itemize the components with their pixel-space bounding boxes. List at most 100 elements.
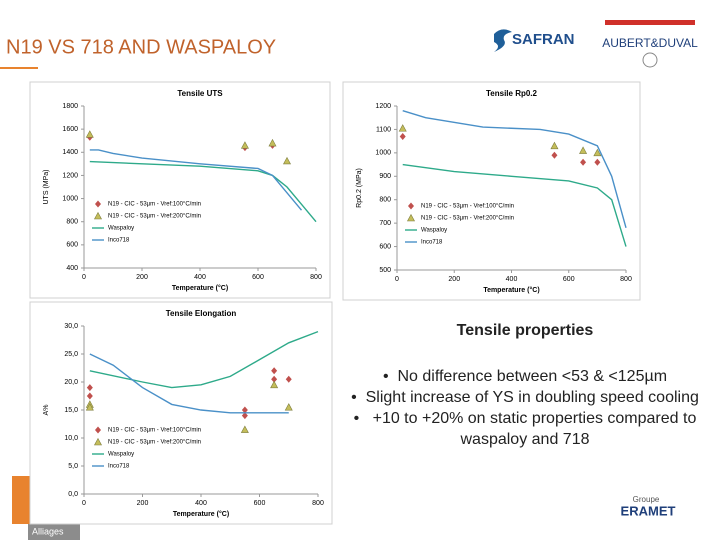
x-tick-label: 600 — [563, 276, 575, 283]
y-tick-label: 20,0 — [64, 379, 78, 386]
panel-heading: Tensile properties — [456, 322, 594, 339]
ad-emblem — [642, 52, 658, 68]
data-point — [551, 151, 558, 159]
y-tick-label: 1600 — [62, 126, 78, 133]
x-tick-label: 200 — [136, 274, 148, 281]
data-point — [282, 156, 292, 165]
data-point — [85, 130, 94, 138]
data-point — [86, 384, 93, 392]
sub-bullet: • +10 to +20% on static properties compa… — [353, 410, 697, 448]
data-point — [240, 141, 249, 149]
legend-swatch — [406, 213, 416, 222]
series-line — [89, 353, 289, 414]
legend-label: N19 - CIC - 53µm - Vref:100°C/min — [108, 202, 201, 208]
data-point — [268, 138, 277, 147]
safran-icon — [494, 29, 512, 52]
x-axis-label: Temperature (°C) — [483, 286, 539, 294]
y-tick-label: 1100 — [376, 126, 391, 133]
data-point — [399, 132, 406, 140]
legend-swatch — [95, 200, 101, 208]
x-tick-label: 400 — [195, 500, 207, 507]
series-line — [402, 110, 627, 229]
chart-frame — [342, 81, 641, 301]
legend-swatch — [93, 437, 103, 446]
x-axis-label: Temperature (°C) — [173, 510, 229, 518]
data-point — [270, 380, 279, 389]
legend — [401, 200, 549, 250]
chart-title: Tensile Elongation — [166, 309, 237, 318]
eramet-logo: ERAMET — [621, 503, 676, 518]
legend-label: Waspaloy — [108, 452, 134, 458]
data-point — [271, 375, 278, 383]
series-line — [89, 330, 319, 389]
data-point — [241, 412, 248, 420]
chart-title: Tensile UTS — [177, 89, 223, 98]
legend — [88, 198, 236, 248]
legend-swatch — [95, 426, 101, 434]
footer-label: Alliages — [32, 526, 64, 536]
safran-logo: SAFRAN — [512, 31, 575, 48]
y-tick-label: 25,0 — [64, 351, 78, 358]
y-tick-label: 30,0 — [64, 323, 78, 330]
y-tick-label: 1000 — [375, 150, 391, 157]
bullet-text: +10 to +20% on static properties compare… — [372, 410, 697, 448]
y-tick-label: 1200 — [375, 103, 391, 110]
y-tick-label: 1200 — [62, 172, 78, 179]
x-tick-label: 800 — [310, 274, 322, 281]
x-tick-label: 600 — [252, 274, 264, 281]
x-tick-label: 400 — [194, 274, 206, 281]
y-tick-label: 600 — [379, 243, 391, 250]
series-line — [402, 163, 627, 247]
x-tick-label: 400 — [506, 276, 518, 283]
legend-label: N19 - CIC - 53µm - Vref:200°C/min — [108, 214, 201, 220]
legend-label: N19 - CIC - 53µm - Vref:200°C/min — [421, 216, 514, 222]
bullet: • Slight increase of YS in doubling spee… — [351, 389, 699, 406]
x-tick-label: 800 — [312, 500, 324, 507]
legend — [88, 424, 236, 474]
legend-swatch — [408, 202, 414, 210]
aubert-duval-logo: AUBERT&DUVAL — [602, 36, 698, 50]
y-tick-label: 700 — [379, 220, 391, 227]
legend-label: Inco718 — [421, 240, 443, 246]
data-point — [285, 375, 292, 383]
y-tick-label: 1000 — [62, 195, 78, 202]
data-point — [241, 406, 248, 414]
x-tick-label: 200 — [448, 276, 460, 283]
y-tick-label: 500 — [379, 267, 391, 274]
y-axis-label: Rp0.2 (MPa) — [356, 168, 363, 208]
y-tick-label: 900 — [379, 173, 391, 180]
x-tick-label: 800 — [620, 276, 632, 283]
legend-label: Waspaloy — [108, 226, 134, 232]
legend-swatch — [93, 211, 103, 220]
y-tick-label: 400 — [66, 265, 78, 272]
data-point — [594, 158, 601, 166]
x-axis-label: Temperature (°C) — [172, 284, 228, 292]
x-tick-label: 200 — [137, 500, 149, 507]
x-tick-label: 600 — [254, 500, 266, 507]
data-point — [593, 148, 602, 157]
legend-label: N19 - CIC - 53µm - Vref:200°C/min — [108, 440, 201, 446]
y-axis-label: UTS (MPa) — [43, 170, 50, 205]
y-tick-label: 0,0 — [68, 491, 78, 498]
bullet-text: Slight increase of YS in doubling speed … — [365, 389, 699, 406]
legend-label: N19 - CIC - 53µm - Vref:100°C/min — [108, 428, 201, 434]
y-tick-label: 800 — [66, 219, 78, 226]
x-tick-label: 0 — [82, 274, 86, 281]
data-point — [579, 146, 588, 154]
x-tick-label: 0 — [395, 276, 399, 283]
data-point — [85, 403, 94, 411]
series-line — [89, 160, 317, 223]
legend-label: Inco718 — [108, 464, 130, 470]
x-tick-label: 0 — [82, 500, 86, 507]
data-point — [271, 367, 278, 375]
eramet-top: Groupe — [633, 495, 660, 504]
legend-label: N19 - CIC - 53µm - Vref:100°C/min — [421, 204, 514, 210]
y-tick-label: 15,0 — [64, 407, 78, 414]
legend-label: Waspaloy — [421, 228, 447, 234]
bullet-list: • No difference between <53 & <125µm • S… — [340, 366, 710, 450]
data-point — [240, 425, 249, 433]
series-line — [89, 149, 303, 211]
y-tick-label: 1800 — [62, 103, 78, 110]
y-axis-label: A% — [43, 405, 50, 416]
